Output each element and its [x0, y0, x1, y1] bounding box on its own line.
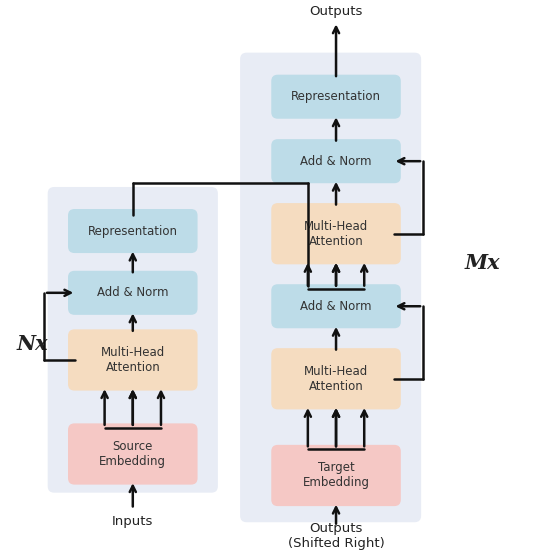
FancyBboxPatch shape	[68, 329, 197, 390]
Text: Multi-Head
Attention: Multi-Head Attention	[304, 219, 368, 248]
FancyBboxPatch shape	[68, 271, 197, 315]
FancyBboxPatch shape	[68, 209, 197, 253]
Text: Add & Norm: Add & Norm	[300, 300, 372, 313]
Text: Multi-Head
Attention: Multi-Head Attention	[304, 365, 368, 393]
Text: Nx: Nx	[17, 334, 48, 354]
FancyBboxPatch shape	[271, 139, 401, 183]
Text: Representation: Representation	[291, 90, 381, 103]
Text: Outputs: Outputs	[309, 6, 363, 18]
Text: Add & Norm: Add & Norm	[97, 287, 169, 299]
FancyBboxPatch shape	[271, 203, 401, 265]
FancyBboxPatch shape	[240, 53, 421, 522]
FancyBboxPatch shape	[271, 348, 401, 409]
Text: Source
Embedding: Source Embedding	[99, 440, 166, 468]
FancyBboxPatch shape	[271, 75, 401, 119]
Text: Inputs: Inputs	[112, 515, 153, 527]
Text: Outputs
(Shifted Right): Outputs (Shifted Right)	[288, 521, 384, 549]
Text: Representation: Representation	[88, 224, 178, 238]
FancyBboxPatch shape	[271, 284, 401, 328]
Text: Target
Embedding: Target Embedding	[302, 461, 370, 490]
FancyBboxPatch shape	[48, 187, 218, 493]
FancyBboxPatch shape	[271, 445, 401, 506]
FancyBboxPatch shape	[68, 424, 197, 485]
Text: Multi-Head
Attention: Multi-Head Attention	[101, 346, 165, 374]
Text: Add & Norm: Add & Norm	[300, 155, 372, 168]
Text: Mx: Mx	[464, 253, 500, 273]
